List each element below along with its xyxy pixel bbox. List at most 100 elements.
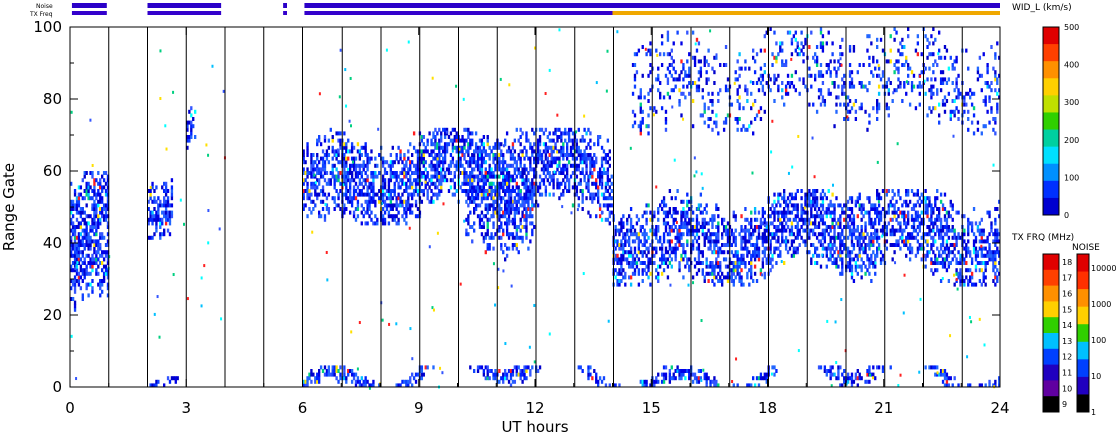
echo-cell <box>562 171 565 175</box>
echo-cell <box>600 145 604 150</box>
echo-cell <box>378 171 381 175</box>
echo-cell <box>308 189 311 193</box>
echo-cell <box>796 210 799 215</box>
echo-cell <box>525 138 528 143</box>
echo-cell <box>939 217 943 222</box>
echo-cell <box>626 228 629 233</box>
echo-cell <box>626 250 629 255</box>
echo-cell <box>659 235 662 240</box>
echo-cell <box>339 171 342 175</box>
echo-cell <box>335 174 338 179</box>
echo-cell <box>368 199 371 204</box>
echo-cell <box>680 253 683 258</box>
echo-cell <box>505 225 509 229</box>
echo-cell <box>356 171 360 175</box>
echo-cell <box>387 221 391 226</box>
echo-cell <box>350 142 354 147</box>
echo-cell <box>812 243 815 247</box>
echo-cell <box>412 171 416 175</box>
echo-cell <box>372 199 375 204</box>
echo-cell <box>569 163 573 168</box>
echo-cell <box>77 232 81 237</box>
echo-cell <box>926 203 929 208</box>
echo-cell <box>73 239 77 244</box>
echo-cell <box>87 181 90 186</box>
echo-cell <box>349 181 352 186</box>
echo-cell <box>870 221 873 226</box>
echo-cell <box>967 225 970 229</box>
echo-cell <box>750 264 753 269</box>
echo-cell <box>773 192 776 197</box>
echo-cell <box>77 275 81 280</box>
echo-cell <box>699 225 703 229</box>
echo-cell <box>614 275 617 280</box>
echo-cell <box>895 243 898 247</box>
echo-cell <box>711 279 714 283</box>
echo-cell <box>517 199 520 204</box>
echo-cell <box>914 210 918 215</box>
echo-cell <box>827 63 830 67</box>
echo-cell <box>471 167 474 172</box>
echo-cell <box>817 73 821 78</box>
echo-cell <box>378 189 381 193</box>
echo-cell <box>562 153 565 157</box>
echo-cell <box>620 261 623 265</box>
echo-cell <box>829 250 832 255</box>
echo-cell <box>374 171 377 175</box>
echo-cell <box>848 109 852 114</box>
echo-cell <box>478 171 482 175</box>
echo-cell <box>876 99 879 103</box>
echo-cell <box>620 225 623 229</box>
echo-cell <box>864 210 867 215</box>
echo-cell <box>705 257 708 262</box>
echo-cell <box>647 250 650 255</box>
echo-cell <box>938 217 941 222</box>
echo-cell <box>872 243 875 247</box>
echo-cell <box>870 243 873 247</box>
echo-cell <box>641 253 644 258</box>
echo-cell <box>556 156 559 161</box>
echo-cell <box>482 214 486 219</box>
echo-cell <box>546 171 549 175</box>
echo-cell <box>755 279 759 283</box>
echo-cell <box>595 156 598 161</box>
echo-cell <box>166 210 170 215</box>
echo-cell <box>85 192 88 197</box>
echo-cell <box>517 138 520 143</box>
echo-cell <box>560 135 563 139</box>
echo-cell <box>577 163 580 168</box>
echo-cell <box>564 153 567 157</box>
echo-cell <box>876 109 879 114</box>
echo-cell <box>688 217 691 222</box>
echo-cell <box>438 192 441 197</box>
echo-cell <box>924 253 927 258</box>
echo-cell <box>319 142 323 147</box>
echo-cell <box>908 102 912 107</box>
echo-cell <box>188 109 191 114</box>
echo-cell <box>715 203 718 208</box>
echo-cell <box>323 153 327 157</box>
echo-cell <box>856 239 859 244</box>
echo-cell <box>695 261 699 265</box>
echo-cell <box>166 189 170 193</box>
echo-cell <box>794 88 797 93</box>
echo-cell <box>600 217 604 222</box>
echo-cell <box>864 264 867 269</box>
echo-cell <box>159 199 162 204</box>
echo-cell <box>409 142 412 147</box>
echo-cell <box>833 225 836 229</box>
echo-cell <box>316 138 319 143</box>
echo-cell <box>478 221 482 226</box>
echo-cell <box>99 279 102 283</box>
echo-cell <box>370 199 373 204</box>
echo-cell <box>835 95 838 100</box>
echo-cell <box>794 225 797 229</box>
echo-cell <box>703 59 706 64</box>
echo-cell <box>850 268 854 273</box>
echo-cell <box>186 127 189 132</box>
echo-cell <box>936 196 939 201</box>
echo-cell <box>397 160 400 165</box>
echo-cell <box>895 66 898 71</box>
echo-cell <box>639 225 642 229</box>
echo-cell <box>397 181 400 186</box>
